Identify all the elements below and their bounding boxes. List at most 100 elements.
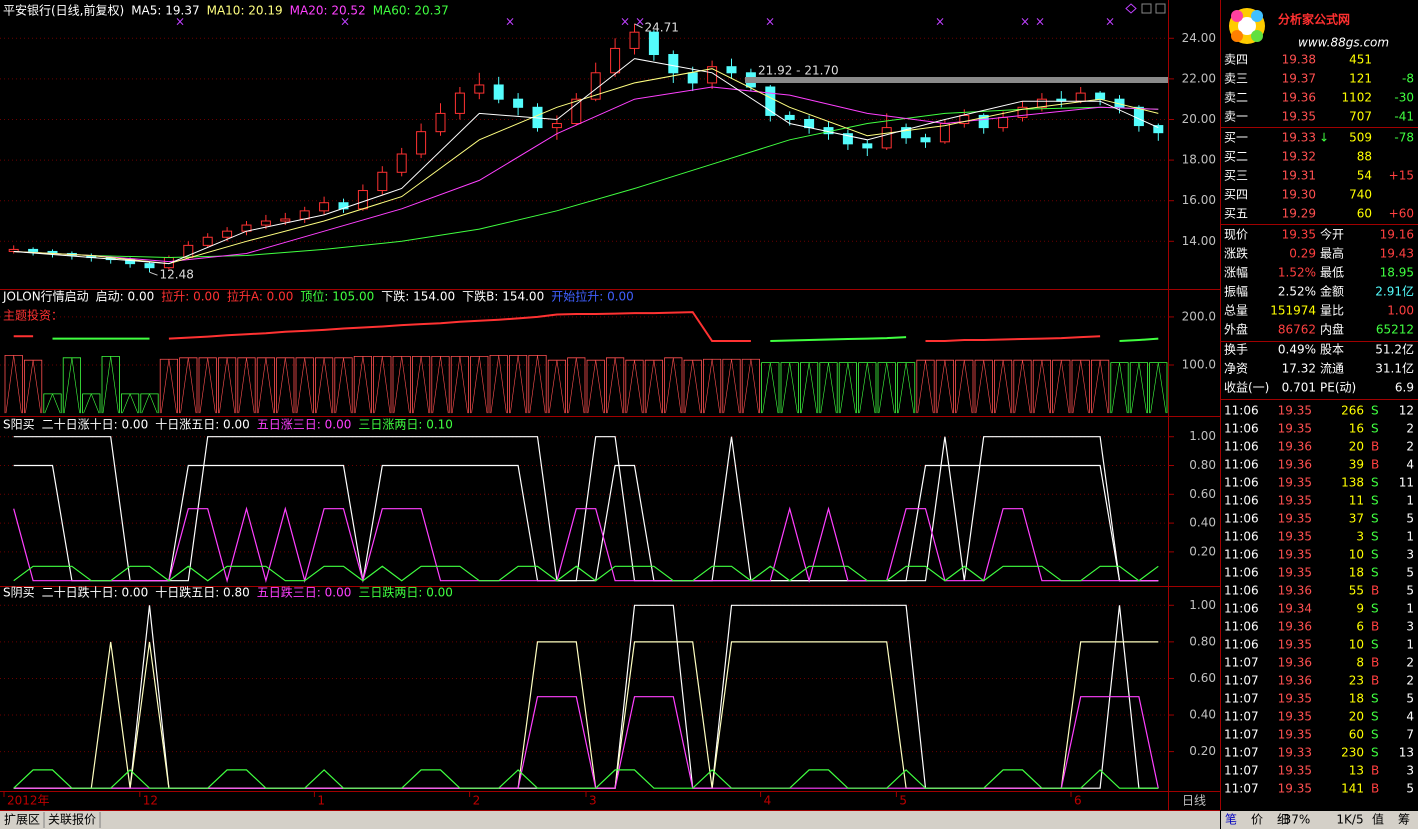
bar-hatch — [393, 356, 402, 414]
bar — [916, 359, 935, 414]
bar-hatch — [956, 360, 965, 414]
bar — [1091, 359, 1110, 414]
candle-body — [862, 143, 873, 149]
candle-body — [319, 202, 330, 212]
indicator-label: 二十日涨十日: 0.00 — [42, 417, 149, 432]
bar-hatch — [1150, 362, 1159, 414]
indicator-label: 启动: 0.00 — [96, 290, 155, 304]
trade-volume: 23 — [1349, 674, 1364, 688]
window-button[interactable] — [1125, 3, 1137, 14]
bar-hatch — [634, 360, 643, 414]
trade-volume: 266 — [1341, 404, 1364, 418]
trade-count: 5 — [1406, 584, 1414, 598]
order-label: 买一 — [1224, 131, 1248, 145]
indicator-label: 五日涨三日: 0.00 — [257, 417, 352, 432]
trade-count: 2 — [1406, 440, 1414, 454]
trade-volume: 141 — [1341, 782, 1364, 796]
candle-body — [299, 210, 310, 220]
candle-body — [1153, 125, 1164, 134]
indicator-label: 三日涨两日: 0.10 — [358, 417, 453, 432]
side-tab[interactable]: 37% — [1284, 813, 1311, 827]
series-line — [13, 58, 1159, 265]
stat-label: 振幅 — [1224, 284, 1248, 299]
bar-hatch — [517, 355, 527, 414]
bar-hatch — [936, 360, 946, 414]
bar-hatch — [878, 362, 887, 414]
bar-hatch — [149, 393, 158, 414]
bar-hatch — [316, 357, 325, 414]
order-label: 买三 — [1224, 169, 1248, 183]
bar — [315, 357, 334, 414]
tab[interactable]: 关联报价 — [48, 812, 96, 827]
bar-hatch — [401, 356, 410, 414]
trade-price: 19.35 — [1278, 548, 1312, 562]
indicator-label: MA60: 20.37 — [373, 4, 449, 18]
stat-value: 18.95 — [1380, 266, 1414, 280]
y-tick-label: 22.00 — [1182, 71, 1216, 85]
trade-volume: 60 — [1349, 728, 1364, 742]
order-price: 19.29 — [1282, 207, 1316, 221]
bar — [683, 359, 702, 414]
bar — [935, 359, 954, 414]
trade-time: 11:06 — [1224, 566, 1259, 580]
bar-hatch — [723, 359, 732, 414]
stat-label: 换手 — [1224, 343, 1248, 357]
bar — [470, 355, 489, 414]
bar-hatch — [471, 356, 480, 414]
trade-time: 11:07 — [1224, 674, 1259, 688]
side-tab[interactable]: 价 — [1251, 813, 1263, 827]
bar-hatch — [653, 360, 662, 414]
trade-count: 2 — [1406, 656, 1414, 670]
info-marker: × — [505, 15, 515, 29]
candle-body — [726, 66, 737, 74]
bar — [974, 359, 993, 414]
bar — [780, 362, 799, 414]
candle-body — [1095, 92, 1106, 100]
bar-hatch — [479, 356, 488, 414]
bar — [994, 359, 1013, 414]
trade-time: 11:06 — [1224, 512, 1259, 526]
bar — [664, 357, 683, 414]
stat-value: 2.91亿 — [1375, 284, 1414, 299]
bar-hatch — [645, 360, 655, 414]
bar — [955, 359, 974, 414]
trade-count: 5 — [1406, 782, 1414, 796]
order-label: 买四 — [1224, 188, 1248, 202]
trade-count: 11 — [1399, 476, 1414, 490]
side-tab[interactable]: 细 — [1277, 813, 1289, 827]
trade-side: S — [1371, 494, 1379, 508]
trade-side: B — [1371, 458, 1379, 472]
side-tab[interactable]: 筹 — [1398, 813, 1410, 827]
window-button[interactable] — [1141, 3, 1152, 14]
order-price: 19.38 — [1282, 53, 1316, 67]
candle-body — [571, 98, 582, 125]
side-tab[interactable]: 笔 — [1225, 812, 1237, 827]
info-marker: × — [635, 15, 645, 29]
bar — [1032, 359, 1051, 414]
trade-volume: 13 — [1349, 764, 1364, 778]
indicator-label: 下跌B: 154.00 — [462, 289, 544, 304]
trade-time: 11:07 — [1224, 656, 1259, 670]
trade-time: 11:06 — [1224, 620, 1259, 634]
tab[interactable]: 扩展区 — [4, 813, 40, 827]
side-tab[interactable]: 1K/5 — [1336, 813, 1363, 827]
y-tick-label: 24.00 — [1182, 31, 1216, 45]
bar-hatch — [451, 356, 461, 414]
bar-hatch — [63, 357, 73, 414]
stat-label: PE(动) — [1320, 381, 1356, 395]
indicator-label: 二十日跌十日: 0.00 — [42, 585, 149, 600]
side-tab[interactable]: 值 — [1372, 812, 1384, 827]
trade-price: 19.33 — [1278, 746, 1312, 760]
y-tick-label: 18.00 — [1182, 153, 1216, 167]
bar-hatch — [820, 362, 829, 414]
window-button[interactable] — [1155, 3, 1166, 14]
series-line — [52, 336, 1159, 342]
info-marker: × — [620, 15, 630, 29]
trade-volume: 18 — [1349, 566, 1364, 580]
trade-side: B — [1371, 764, 1379, 778]
bar-hatch — [1119, 362, 1128, 414]
candle-body — [280, 218, 291, 222]
bar — [897, 362, 916, 414]
trade-count: 5 — [1406, 566, 1414, 580]
